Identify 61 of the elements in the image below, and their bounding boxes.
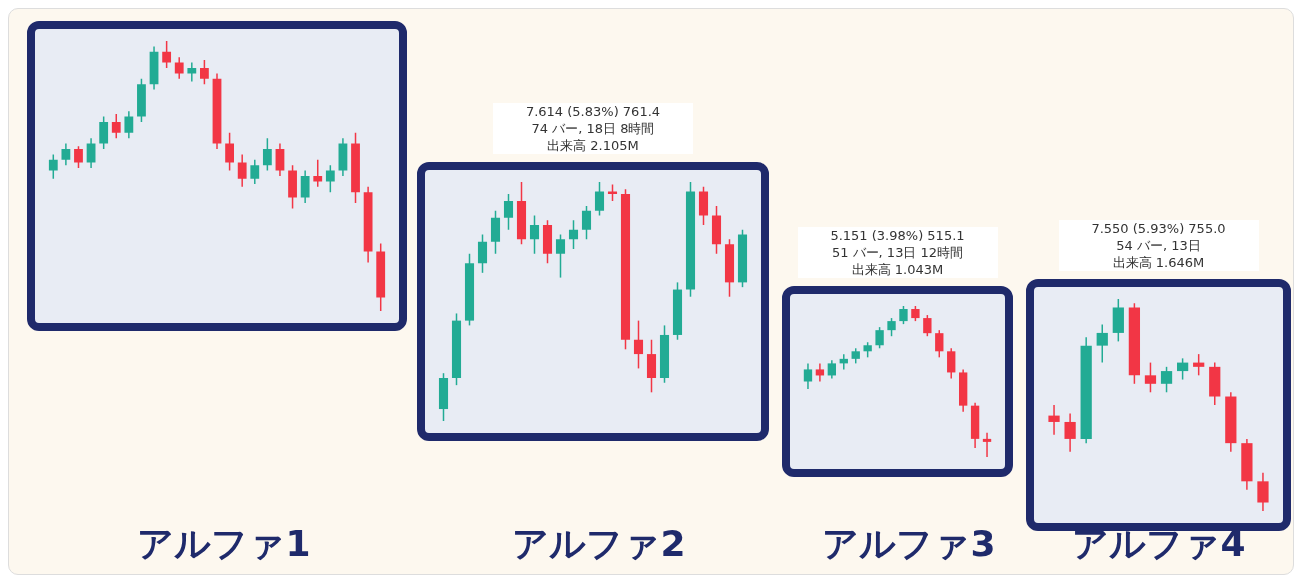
candlestick	[529, 214, 540, 255]
text: 51 バー, 13日 12時間	[830, 244, 965, 261]
candlestick	[633, 319, 644, 370]
text: 7.550 (5.93%) 755.0	[1090, 220, 1227, 237]
candlestick	[275, 142, 285, 177]
candlestick	[262, 137, 272, 172]
candlestick	[594, 181, 605, 217]
candlestick	[490, 209, 501, 255]
candlestick	[503, 193, 514, 231]
candlestick	[1193, 353, 1205, 377]
text: 出来高 1.646M	[1111, 254, 1206, 271]
text: 出来高 2.105M	[546, 137, 640, 154]
candlestick	[581, 205, 592, 241]
candlestick	[48, 153, 58, 180]
candlestick	[1160, 366, 1173, 394]
candlestick	[1144, 361, 1157, 394]
candlestick	[174, 56, 184, 80]
candlestick	[887, 317, 896, 337]
text: アルファ1	[136, 522, 312, 566]
text: 7.614 (5.83%) 761.4	[524, 103, 662, 120]
candlestick	[86, 137, 96, 169]
candlestick	[935, 329, 944, 359]
candlestick	[225, 132, 234, 172]
candlestick	[99, 115, 109, 150]
text: アルファ3	[821, 522, 997, 566]
candlestick	[111, 113, 121, 139]
candlestick	[875, 326, 884, 350]
candlestick	[237, 153, 247, 188]
candlestick	[74, 145, 83, 169]
candlestick	[899, 305, 908, 325]
candlestick	[803, 362, 813, 390]
candlestick	[827, 359, 837, 380]
candlestick	[313, 159, 323, 188]
text: 74 バー, 18日 8時間	[530, 120, 656, 137]
candlestick	[555, 233, 566, 279]
candlestick	[1257, 472, 1269, 512]
candlestick	[1048, 404, 1060, 436]
candlestick	[698, 186, 709, 226]
candlestick	[947, 347, 956, 380]
candlestick	[124, 110, 134, 139]
text: 出来高 1.043M	[850, 261, 945, 278]
candlestick	[61, 142, 71, 166]
text: アルファ4	[1071, 522, 1247, 566]
candlestick	[162, 40, 172, 69]
candlestick	[300, 169, 310, 204]
text: 54 バー, 13日	[1115, 237, 1202, 254]
candlestick	[1176, 357, 1189, 381]
candlestick	[982, 432, 992, 458]
candlestick	[250, 159, 260, 185]
candlestick	[1096, 323, 1108, 364]
candlestick	[923, 314, 932, 337]
text: アルファ2	[511, 522, 687, 566]
candlestick	[646, 338, 657, 394]
candlestick	[477, 233, 488, 274]
candlestick	[325, 164, 335, 193]
candlestick	[568, 219, 579, 250]
candlestick	[815, 362, 825, 383]
candlestick	[1064, 412, 1076, 453]
text: 5.151 (3.98%) 515.1	[829, 227, 966, 244]
candlestick	[200, 59, 209, 85]
candlestick	[187, 61, 197, 83]
